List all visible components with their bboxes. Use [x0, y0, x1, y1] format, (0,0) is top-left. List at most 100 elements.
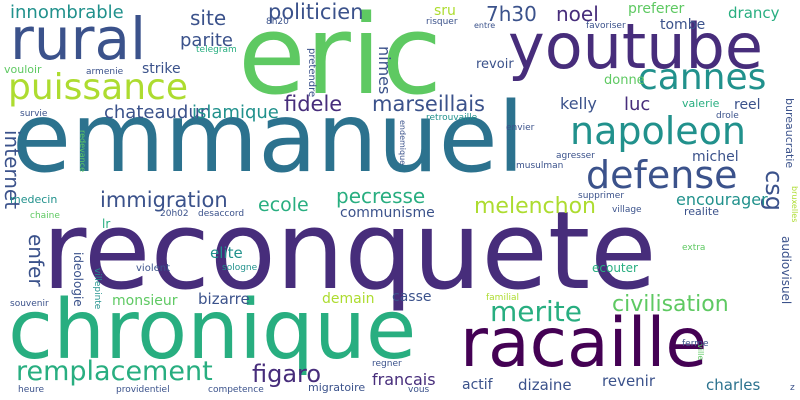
- word-noel: noel: [556, 2, 599, 26]
- word-musulman: musulman: [516, 161, 564, 171]
- word-fidele: fidele: [284, 92, 343, 116]
- word-defense: defense: [586, 153, 738, 197]
- word-immigration: immigration: [100, 188, 228, 212]
- word-civilisation: civilisation: [612, 292, 729, 317]
- word-desaccord: desaccord: [198, 209, 245, 219]
- word-ferme: ferme: [682, 339, 709, 349]
- word-communisme: communisme: [340, 205, 435, 221]
- word-pecresse: pecresse: [336, 184, 426, 208]
- word-strike: strike: [142, 61, 181, 77]
- word-realite: realite: [684, 205, 719, 218]
- word-vouloir: vouloir: [4, 63, 42, 76]
- word-heure: heure: [18, 385, 44, 395]
- word-8h20: 8h20: [266, 17, 289, 27]
- word-actif: actif: [462, 377, 493, 393]
- word-puissance: puissance: [8, 67, 188, 108]
- word-charles: charles: [706, 376, 761, 394]
- word-internet: internet: [0, 130, 24, 210]
- word-7h30: 7h30: [486, 2, 537, 26]
- word-providentiel: providentiel: [116, 385, 170, 395]
- word-elite: elite: [210, 244, 243, 262]
- word-kelly: kelly: [560, 94, 597, 113]
- word-merite: merite: [490, 295, 582, 328]
- word-survie: survie: [20, 109, 48, 119]
- word-csg: csg: [760, 170, 788, 211]
- word-chronique: chronique: [8, 283, 417, 378]
- word-ville: ville: [696, 344, 705, 361]
- word-redevance: redevance: [78, 130, 87, 173]
- word-villepinte: villepinte: [92, 268, 102, 310]
- word-site: site: [190, 6, 227, 30]
- word-migratoire: migratoire: [308, 381, 366, 394]
- word-marseillais: marseillais: [372, 92, 485, 116]
- word-francais: francais: [372, 370, 436, 389]
- word-chaine: chaine: [30, 211, 60, 221]
- word-cannes: cannes: [638, 57, 767, 98]
- word-supprimer: supprimer: [578, 191, 625, 201]
- word-extra: extra: [682, 243, 706, 253]
- word-risquer: risquer: [426, 17, 458, 27]
- word-medecin: medecin: [10, 193, 58, 206]
- word-drancy: drancy: [728, 4, 780, 22]
- word-donne: donne: [604, 73, 645, 88]
- word-ecouter: ecouter: [592, 261, 638, 275]
- word-chateaudun: chateaudun: [104, 102, 212, 123]
- word-dizaine: dizaine: [518, 376, 572, 394]
- word-retrouvaille: retrouvaille: [426, 113, 478, 123]
- word-favoriser: favoriser: [586, 21, 626, 31]
- word-armenie: armenie: [86, 67, 124, 77]
- word-endemique: endemique: [398, 120, 407, 166]
- word-reconquete: reconquete: [42, 189, 657, 314]
- word-vous: vous: [408, 385, 430, 395]
- word-rural: rural: [10, 5, 147, 73]
- word-revoir: revoir: [476, 57, 514, 72]
- word-sologne: sologne: [222, 263, 258, 273]
- word-familial: familial: [486, 293, 519, 303]
- word-bizarre: bizarre: [198, 290, 250, 308]
- word-monsieur: monsieur: [112, 293, 178, 309]
- word-luc: luc: [624, 94, 651, 115]
- word-encourager: encourager: [676, 190, 768, 209]
- word-agresser: agresser: [556, 151, 595, 161]
- word-envier: envier: [506, 123, 535, 133]
- word-casse: casse: [392, 289, 432, 305]
- word-islamique: islamique: [192, 102, 279, 123]
- word-sru: sru: [434, 3, 456, 19]
- word-audiovisuel: audiovisuel: [779, 236, 793, 305]
- word-competence: competence: [208, 385, 264, 395]
- word-entre: entre: [474, 21, 496, 30]
- word-violent: violent: [136, 263, 171, 274]
- word-lr: lr: [102, 217, 111, 231]
- word-eric: eric: [238, 0, 442, 119]
- word-figaro: figaro: [252, 360, 322, 388]
- word-revenir: revenir: [602, 372, 656, 390]
- word-emmanuel: emmanuel: [12, 82, 525, 194]
- word-pretendre: pretendre: [306, 48, 317, 98]
- word-innombrable: innombrable: [10, 2, 124, 23]
- word-racaille: racaille: [460, 304, 708, 383]
- word-bureaucratie: bureaucratie: [783, 98, 796, 169]
- word-youtube: youtube: [508, 10, 764, 83]
- word-politicien: politicien: [268, 0, 364, 24]
- word-village: village: [612, 205, 642, 215]
- word-tombe: tombe: [660, 17, 706, 33]
- word-20h02: 20h02: [160, 209, 189, 219]
- word-demain: demain: [322, 291, 375, 307]
- word-remplacement: remplacement: [16, 356, 213, 387]
- word-souvenir: souvenir: [10, 299, 49, 309]
- word-michel: michel: [692, 149, 739, 165]
- word-valerie: valerie: [682, 97, 720, 110]
- word-ecole: ecole: [258, 194, 309, 216]
- word-z: z: [790, 383, 795, 393]
- word-parite: parite: [180, 30, 233, 51]
- word-drole: drole: [716, 111, 739, 121]
- word-enfer: enfer: [24, 234, 48, 287]
- word-preferer: preferer: [628, 1, 685, 17]
- word-napoleon: napoleon: [570, 109, 747, 153]
- word-regner: regner: [372, 359, 402, 369]
- word-telegram: telegram: [196, 45, 237, 55]
- word-ideologie: ideologie: [71, 252, 85, 307]
- word-bruxelles: bruxelles: [790, 186, 799, 223]
- word-nimes: nimes: [375, 46, 394, 95]
